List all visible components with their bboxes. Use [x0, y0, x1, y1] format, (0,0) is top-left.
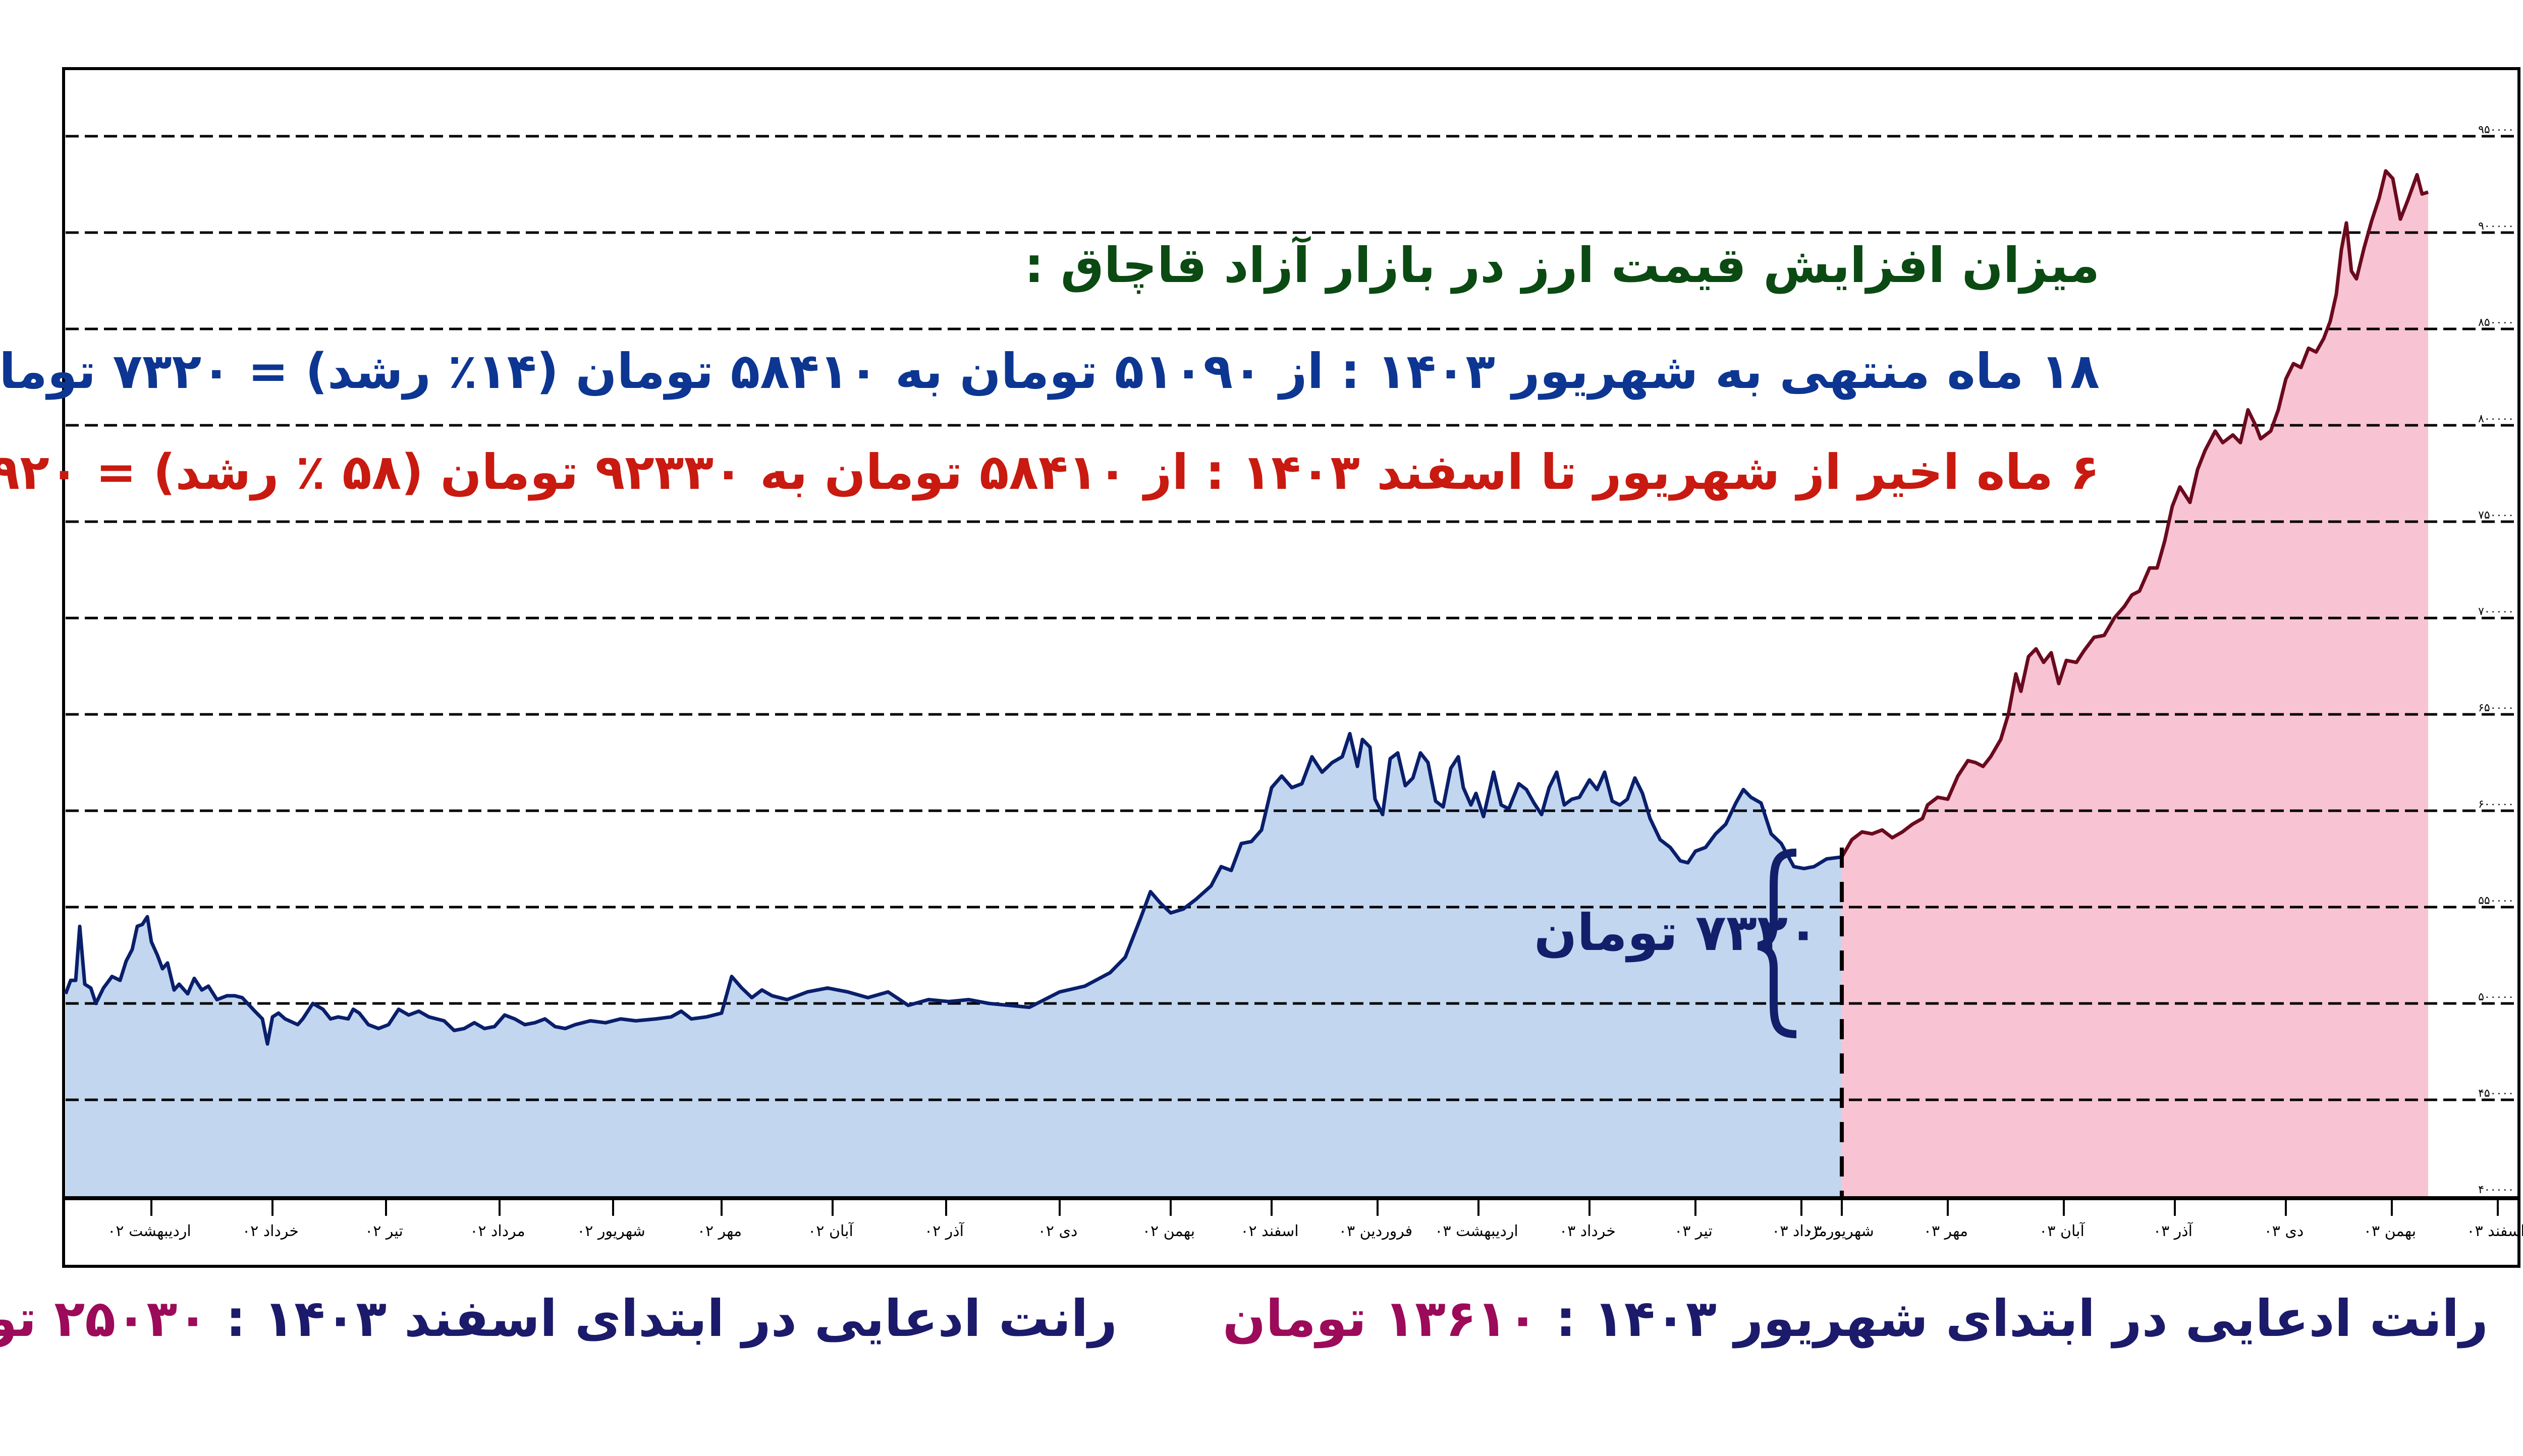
y-tick-label: ۹۵۰۰۰۰: [2478, 124, 2514, 136]
y-tick-label: ۶۰۰۰۰۰: [2478, 798, 2514, 811]
x-tick-label: مرداد ۰۲: [470, 1222, 525, 1240]
x-tick-label: دی ۰۳: [2264, 1222, 2304, 1240]
y-tick-label: ۷۰۰۰۰۰: [2478, 605, 2514, 618]
x-tick-label: شهریور ۰۳: [1805, 1222, 1874, 1240]
y-tick-label: ۸۰۰۰۰۰: [2478, 413, 2514, 425]
gridlines: [66, 135, 2517, 1101]
annotation-18-months: ۱۸ ماه منتهی به شهریور ۱۴۰۳ : از ۵۱۰۹۰ ت…: [0, 343, 2100, 400]
bottom-caption: رانت ادعایی در ابتدای شهریور ۱۴۰۳ : ۱۳۶۱…: [0, 1289, 2488, 1348]
x-tick-label: فروردین ۰۳: [1339, 1222, 1412, 1240]
caption-shahrivar-value: ۱۳۶۱۰ تومان: [1223, 1289, 1539, 1348]
x-tick-label: دی ۰۲: [1038, 1222, 1078, 1240]
series-lines: [64, 169, 2429, 1046]
x-tick-label: آذر ۰۳: [2153, 1222, 2193, 1240]
y-tick-label: ۵۰۰۰۰۰: [2478, 991, 2514, 1003]
x-tick-label: اسفند ۰۳: [2466, 1222, 2523, 1240]
x-tick-label: اردیبهشت ۰۲: [107, 1222, 191, 1240]
x-tick-label: تیر ۰۳: [1674, 1222, 1713, 1240]
x-tick-label: خرداد ۰۳: [1559, 1222, 1616, 1240]
y-tick-label: ۴۰۰۰۰۰: [2478, 1184, 2514, 1196]
x-tick-label: مهر ۰۳: [1924, 1222, 1968, 1240]
series-fill-0: [66, 734, 1842, 1198]
y-tick-label: ۴۵۰۰۰۰: [2478, 1087, 2514, 1100]
caption-esfand-value: ۲۵۰۳۰ تومان (۸۳٪ رشد !): [0, 1289, 208, 1348]
y-axis-ticks: ۹۵۰۰۰۰ ۹۰۰۰۰۰ ۸۵۰۰۰۰ ۸۰۰۰۰۰ ۷۵۰۰۰۰ ۷۰۰۰۰۰ ۶۵۰۰…: [2478, 124, 2514, 1196]
x-tick-label: آذر ۰۲: [924, 1222, 965, 1240]
series-line-0: [64, 732, 1842, 1046]
annotation-6-months: ۶ ماه اخیر از شهریور تا اسفند ۱۴۰۳ : از …: [0, 444, 2100, 500]
chart-title: میزان افزایش قیمت ارز در بازار آزاد قاچا…: [1024, 237, 2100, 294]
x-tick-label: خرداد ۰۲: [242, 1222, 299, 1240]
series-fill-1: [1842, 171, 2428, 1198]
x-tick-label: بهمن ۰۳: [2364, 1222, 2416, 1240]
y-tick-label: ۶۵۰۰۰۰: [2478, 702, 2514, 714]
y-tick-label: ۷۵۰۰۰۰: [2478, 509, 2514, 522]
x-tick-label: بهمن ۰۲: [1142, 1222, 1195, 1240]
series-line-1: [1840, 169, 2429, 858]
x-tick-label: مرداد ۰۳: [1772, 1222, 1827, 1240]
x-tick-label: شهریور ۰۲: [577, 1222, 645, 1240]
x-tick-label: آبان ۰۳: [2039, 1222, 2085, 1240]
small-brace-label: ۷۳۲۰ تومان: [1534, 903, 1819, 962]
area-fills: [66, 171, 2428, 1198]
y-tick-label: ۹۰۰۰۰۰: [2478, 220, 2514, 233]
small-brace-icon: [1757, 849, 1797, 1038]
caption-esfand-label: رانت ادعایی در ابتدای اسفند ۱۴۰۳ :: [226, 1289, 1118, 1348]
x-tick-label: مهر ۰۲: [697, 1222, 742, 1240]
caption-shahrivar-label: رانت ادعایی در ابتدای شهریور ۱۴۰۳ :: [1555, 1289, 2488, 1348]
y-tick-label: ۵۵۰۰۰۰: [2478, 894, 2514, 907]
x-axis-ticks: اردیبهشت ۰۲ خرداد ۰۲ تیر ۰۲ مرداد ۰۲ شهریور …: [107, 1200, 2523, 1240]
x-tick-label: اسفند ۰۲: [1240, 1222, 1298, 1240]
x-tick-label: آبان ۰۲: [808, 1222, 854, 1240]
x-tick-label: تیر ۰۲: [365, 1222, 403, 1240]
y-tick-label: ۸۵۰۰۰۰: [2478, 316, 2514, 329]
x-tick-label: اردیبهشت ۰۳: [1435, 1222, 1518, 1240]
